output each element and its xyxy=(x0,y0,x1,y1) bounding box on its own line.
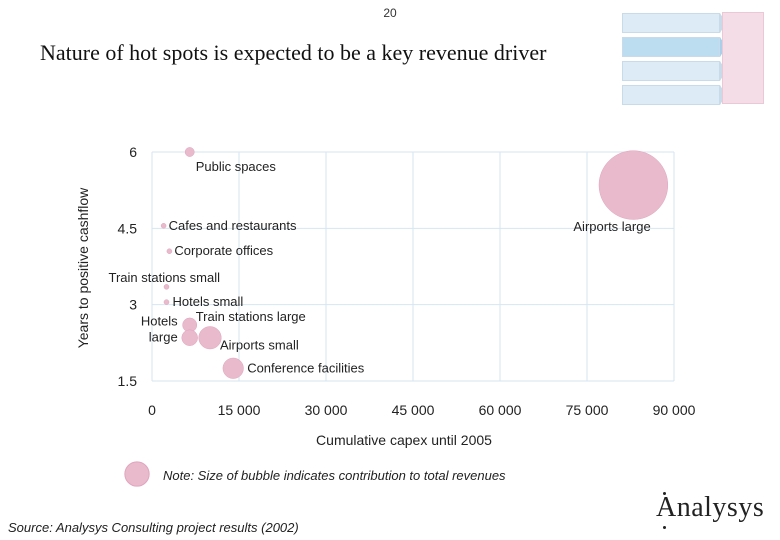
bubble-label-line: large xyxy=(149,330,178,345)
y-tick-label-2: 4.5 xyxy=(118,220,138,236)
y-axis-label: Years to positive cashflow xyxy=(75,187,91,348)
logo-dot-bottom xyxy=(663,526,666,529)
bubble-label-corporate-offices: Corporate offices xyxy=(174,243,273,258)
bubble-airports-small xyxy=(198,326,222,350)
bubble-corporate-offices xyxy=(166,248,173,255)
bubble-label-hotels-small: Hotels small xyxy=(173,294,244,309)
bubble-train-stations-small xyxy=(163,284,170,290)
nav-section-2[interactable] xyxy=(622,37,720,57)
bubble-label-hotels-large: Hotels large xyxy=(141,314,178,345)
x-tick-label-4: 60 000 xyxy=(479,402,522,418)
x-tick-label-6: 90 000 xyxy=(653,402,696,418)
page-number: 20 xyxy=(383,6,397,20)
bubble-label-train-stations-small: Train stations small xyxy=(109,270,221,285)
bubble-cafes-and-restaurants xyxy=(160,223,167,229)
company-logo: Analysys xyxy=(656,492,765,529)
axis-ticks: 0 15 000 30 000 45 000 60 000 75 000 90 000 1.5… xyxy=(118,144,696,418)
logo-dot-top xyxy=(663,492,666,495)
bubble-hotels-small xyxy=(163,299,170,305)
bubble-label-cafes-and-restaurants: Cafes and restaurants xyxy=(169,218,297,233)
bubble-label-train-stations-large: Train stations large xyxy=(196,309,306,324)
bubble-hotels-large xyxy=(181,329,198,346)
bubble-label-conference-facilities: Conference facilities xyxy=(247,360,365,375)
nav-section-1[interactable] xyxy=(622,13,720,33)
logo-text: Analysys xyxy=(656,492,765,523)
slide-title: Nature of hot spots is expected to be a … xyxy=(40,40,547,65)
bubble-label-airports-large: Airports large xyxy=(573,219,650,234)
legend-note: Note: Size of bubble indicates contribut… xyxy=(163,468,506,483)
x-tick-label-3: 45 000 xyxy=(392,402,435,418)
legend-bubble xyxy=(124,461,150,487)
y-tick-label-3: 6 xyxy=(129,144,137,160)
bubble-labels: Public spaces Cafes and restaurants Corpor… xyxy=(109,159,651,375)
bubble-airports-large xyxy=(598,150,669,220)
bubble-conference-facilities xyxy=(222,357,244,379)
bubble-public-spaces xyxy=(184,147,195,157)
bubble-label-public-spaces: Public spaces xyxy=(196,159,277,174)
nav-section-4[interactable] xyxy=(622,85,720,105)
x-tick-label-0: 0 xyxy=(148,402,156,418)
x-tick-label-5: 75 000 xyxy=(566,402,609,418)
y-tick-label-0: 1.5 xyxy=(118,373,138,389)
source-note: Source: Analysys Consulting project resu… xyxy=(8,520,299,535)
y-tick-label-1: 3 xyxy=(129,297,137,313)
x-tick-label-2: 30 000 xyxy=(305,402,348,418)
x-tick-label-1: 15 000 xyxy=(218,402,261,418)
grid-lines xyxy=(151,151,675,382)
nav-section-3[interactable] xyxy=(622,61,720,81)
nav-side-panel xyxy=(722,12,764,104)
bubble-label-airports-small: Airports small xyxy=(220,338,299,353)
x-axis-label: Cumulative capex until 2005 xyxy=(316,432,492,448)
bubble-label-line: Hotels xyxy=(141,314,178,329)
bubbles xyxy=(160,147,669,379)
